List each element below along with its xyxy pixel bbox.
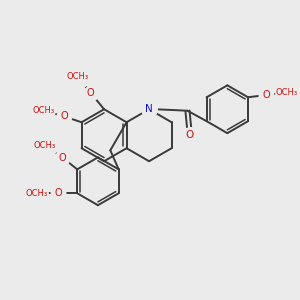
Text: OCH₃: OCH₃ [276,88,298,97]
Text: OCH₃: OCH₃ [34,141,56,150]
Text: O: O [58,152,66,163]
Text: N: N [145,104,153,114]
Text: O: O [54,188,62,198]
Text: O: O [262,90,270,100]
Text: OCH₃: OCH₃ [32,106,54,115]
Text: O: O [186,130,194,140]
Text: O: O [60,111,68,121]
Text: O: O [87,88,94,98]
Text: OCH₃: OCH₃ [66,72,88,81]
Text: OCH₃: OCH₃ [26,189,47,198]
